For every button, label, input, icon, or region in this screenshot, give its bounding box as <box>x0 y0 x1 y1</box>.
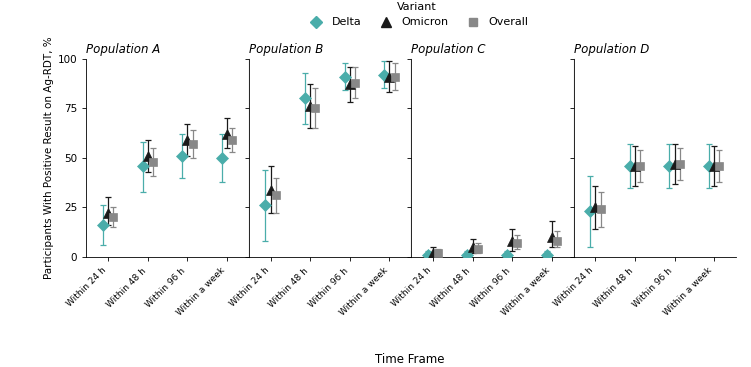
Text: Time Frame: Time Frame <box>375 353 444 366</box>
Text: Population D: Population D <box>574 43 649 56</box>
Legend: Delta, Omicron, Overall: Delta, Omicron, Overall <box>305 2 529 28</box>
Text: Population A: Population A <box>86 43 161 56</box>
Text: Population B: Population B <box>249 43 323 56</box>
Y-axis label: Participants With Positive Result on Ag-RDT, %: Participants With Positive Result on Ag-… <box>44 36 53 279</box>
Text: Population C: Population C <box>412 43 486 56</box>
